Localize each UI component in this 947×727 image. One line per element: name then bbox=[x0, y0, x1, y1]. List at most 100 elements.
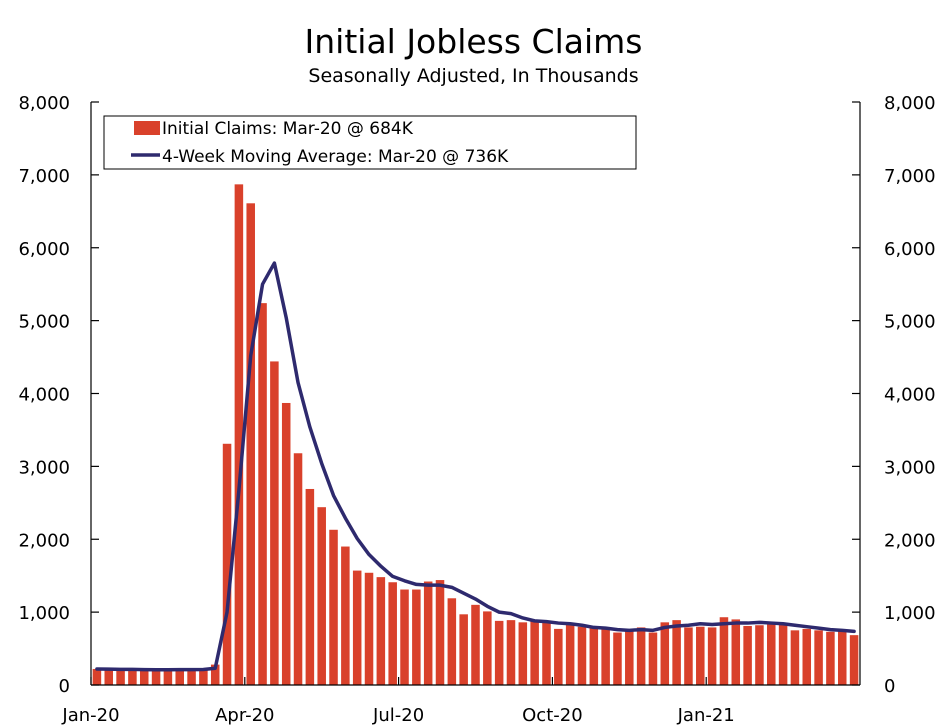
y-tick-label-right: 5,000 bbox=[884, 312, 936, 333]
claims-bar bbox=[542, 622, 551, 685]
claims-bar bbox=[210, 664, 220, 685]
claims-bar bbox=[719, 617, 729, 685]
y-tick-label-right: 0 bbox=[884, 676, 895, 697]
claims-bar bbox=[92, 668, 102, 685]
claims-bar bbox=[577, 626, 587, 685]
y-tick-label-right: 4,000 bbox=[884, 385, 936, 406]
claims-bar bbox=[636, 627, 646, 685]
claims-bar bbox=[281, 402, 291, 685]
claims-bar bbox=[826, 631, 835, 685]
claims-bar bbox=[849, 635, 859, 685]
claims-bar bbox=[565, 624, 575, 685]
claims-bar bbox=[423, 581, 433, 685]
claims-bar bbox=[352, 570, 362, 685]
claims-bar bbox=[790, 630, 800, 685]
y-tick-label-right: 6,000 bbox=[884, 239, 936, 260]
claims-bar bbox=[341, 546, 350, 685]
y-tick-label-left: 7,000 bbox=[18, 166, 70, 187]
claims-bar bbox=[589, 628, 599, 685]
claims-bar bbox=[364, 572, 374, 685]
claims-bar bbox=[329, 529, 338, 685]
claims-bar bbox=[388, 582, 397, 685]
claims-bar bbox=[293, 453, 303, 685]
bars-group bbox=[92, 184, 859, 686]
claims-bar bbox=[187, 669, 196, 685]
y-tick-label-right: 8,000 bbox=[884, 93, 936, 114]
claims-bar bbox=[139, 670, 149, 685]
claims-bar bbox=[234, 184, 244, 685]
claims-bar bbox=[613, 632, 622, 685]
claims-bar bbox=[696, 626, 705, 685]
y-tick-label-right: 7,000 bbox=[884, 166, 936, 187]
claims-bar bbox=[258, 303, 267, 685]
claims-bar bbox=[483, 611, 492, 685]
claims-bar bbox=[672, 620, 681, 685]
claims-bar bbox=[447, 598, 457, 685]
legend-label-bars: Initial Claims: Mar-20 @ 684K bbox=[162, 119, 414, 139]
x-tick-label: Jan-20 bbox=[61, 705, 119, 726]
claims-bar bbox=[625, 631, 634, 685]
claims-bar bbox=[400, 589, 409, 685]
claims-bar bbox=[151, 669, 161, 685]
y-tick-label-right: 3,000 bbox=[884, 457, 936, 478]
claims-bar bbox=[707, 627, 717, 685]
claims-bar bbox=[163, 669, 173, 685]
claims-bar bbox=[246, 203, 255, 686]
claims-bar bbox=[199, 668, 208, 685]
claims-bar bbox=[767, 624, 776, 685]
claims-bar bbox=[104, 669, 114, 685]
claims-bar bbox=[755, 625, 764, 685]
y-tick-label-left: 6,000 bbox=[18, 239, 70, 260]
x-tick-label: Jan-21 bbox=[677, 705, 735, 726]
legend-box bbox=[103, 115, 637, 170]
claims-bar bbox=[660, 622, 670, 685]
y-tick-label-left: 1,000 bbox=[18, 603, 70, 624]
line-layer bbox=[95, 261, 856, 672]
claims-bar bbox=[128, 669, 137, 685]
claims-bar bbox=[530, 620, 539, 685]
claims-bar bbox=[802, 628, 812, 685]
legend: Initial Claims: Mar-20 @ 684K 4-Week Mov… bbox=[103, 115, 637, 170]
claims-bar bbox=[648, 632, 658, 685]
claims-bar bbox=[412, 589, 421, 685]
claims-bar bbox=[731, 619, 741, 685]
claims-bar bbox=[554, 628, 563, 685]
claims-bar bbox=[305, 488, 315, 685]
y-tick-label-right: 2,000 bbox=[884, 530, 936, 551]
claims-bar bbox=[435, 580, 445, 685]
claims-bar bbox=[270, 361, 279, 685]
y-tick-label-left: 0 bbox=[59, 676, 70, 697]
y-tick-label-left: 2,000 bbox=[18, 530, 70, 551]
y-tick-label-left: 8,000 bbox=[18, 93, 70, 114]
claims-bar bbox=[317, 507, 326, 685]
y-tick-label-left: 4,000 bbox=[18, 385, 70, 406]
claims-bar bbox=[778, 624, 788, 685]
chart-subtitle: Seasonally Adjusted, In Thousands bbox=[308, 65, 639, 87]
claims-bar bbox=[814, 630, 823, 685]
legend-label-line: 4-Week Moving Average: Mar-20 @ 736K bbox=[162, 147, 509, 167]
claims-bar bbox=[459, 614, 468, 685]
claims-bar bbox=[684, 627, 693, 685]
x-tick-label: Oct-20 bbox=[522, 705, 583, 726]
claims-bar bbox=[601, 628, 610, 685]
y-tick-label-left: 3,000 bbox=[18, 457, 70, 478]
claims-bar bbox=[471, 604, 480, 685]
y-tick-label-right: 1,000 bbox=[884, 603, 936, 624]
axes-group: 0 0 1,000 1,000 2,000 2,000 3,000 3,000 4,000 4,0… bbox=[18, 93, 935, 726]
x-tick-label: Jul-20 bbox=[372, 705, 424, 726]
claims-bar bbox=[837, 631, 847, 685]
claims-bar bbox=[116, 669, 125, 685]
claims-bar bbox=[376, 577, 386, 685]
y-tick-label-left: 5,000 bbox=[18, 312, 70, 333]
x-tick-label: Apr-20 bbox=[215, 705, 274, 726]
claims-bar bbox=[222, 443, 232, 685]
claims-bar bbox=[743, 625, 752, 685]
claims-bar bbox=[506, 620, 516, 685]
legend-swatch-bar bbox=[134, 121, 160, 135]
claims-bar bbox=[494, 620, 504, 685]
chart-title: Initial Jobless Claims bbox=[304, 22, 643, 61]
claims-bar bbox=[518, 622, 528, 685]
moving-average-line bbox=[95, 261, 856, 672]
claims-bar bbox=[175, 669, 184, 685]
